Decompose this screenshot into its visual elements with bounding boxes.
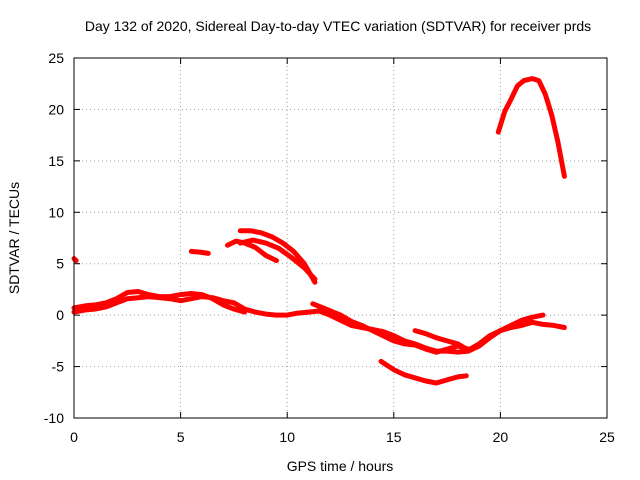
y-tick-label: 20	[48, 101, 64, 117]
series-arc-upper-2	[237, 228, 318, 285]
series-arc-lower	[378, 358, 469, 386]
y-tick-label: 5	[56, 256, 64, 272]
x-axis-label: GPS time / hours	[287, 458, 394, 474]
series-arc-main-3	[310, 301, 471, 355]
series-arc-upper-3	[237, 237, 318, 282]
x-tick-labels: 0 5 10 15 20 25	[70, 429, 615, 445]
series-arc-main-4	[412, 312, 546, 353]
x-tick-label: 5	[177, 429, 185, 445]
y-tick-label: 10	[48, 204, 64, 220]
series-arc-main-2	[71, 289, 248, 315]
grid	[74, 58, 607, 418]
x-tick-label: 20	[493, 429, 509, 445]
x-tick-label: 0	[70, 429, 78, 445]
y-axis-label: SDTVAR / TECUs	[6, 182, 22, 294]
x-tick-label: 25	[599, 429, 615, 445]
y-tick-label: 15	[48, 153, 64, 169]
chart-title: Day 132 of 2020, Sidereal Day-to-day VTE…	[85, 18, 591, 34]
y-tick-labels: -10 -5 0 5 10 15 20 25	[44, 50, 64, 426]
plot-frame	[73, 57, 608, 419]
y-tick-label: -10	[44, 410, 64, 426]
series-arc-upper-1	[225, 238, 279, 264]
y-tick-label: 0	[56, 307, 64, 323]
x-tick-label: 10	[279, 429, 295, 445]
series-arc-high	[495, 76, 567, 179]
y-tick-label: 25	[48, 50, 64, 66]
ticks	[73, 57, 608, 419]
y-tick-label: -5	[52, 359, 65, 375]
x-tick-label: 15	[386, 429, 402, 445]
series-layer	[71, 76, 567, 386]
series-arc-short-6h	[188, 248, 211, 256]
